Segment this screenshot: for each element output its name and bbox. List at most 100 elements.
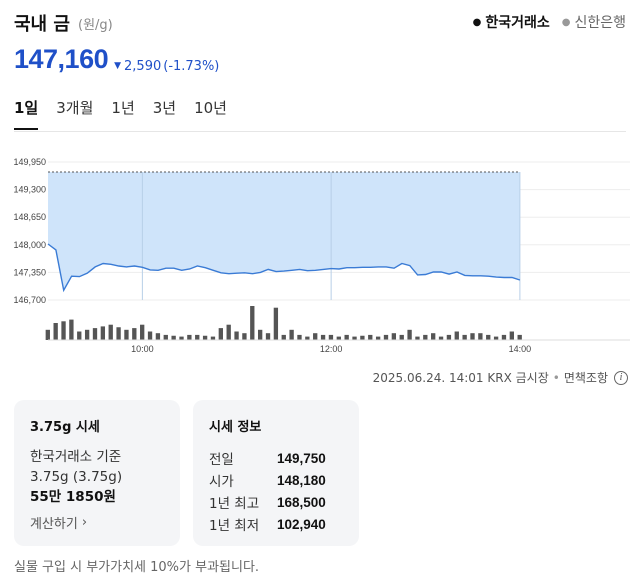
tab-1d[interactable]: 1일 — [14, 97, 39, 130]
card-weight: 3.75g (3.75g) — [30, 469, 123, 485]
row-label: 1년 최저 — [209, 518, 260, 534]
volume-bar — [462, 334, 467, 340]
x-tick-label: 14:00 — [509, 344, 532, 354]
volume-bar — [132, 328, 137, 340]
volume-bar — [234, 331, 239, 340]
volume-bar — [328, 334, 334, 340]
volume-bar — [360, 335, 365, 340]
volume-bar — [391, 333, 397, 340]
table-row: 1년 최저 102,940 — [209, 513, 343, 535]
row-label: 시가 — [209, 474, 234, 490]
current-price: 147,160 — [14, 44, 109, 74]
volume-bar — [415, 336, 420, 340]
volume-bar — [226, 324, 231, 340]
y-tick-label: 147,350 — [13, 267, 46, 277]
volume-bar — [116, 327, 121, 340]
volume-bar — [202, 335, 208, 340]
volume-bar — [77, 331, 82, 340]
separator-dot: • — [552, 370, 560, 385]
volume-bar — [242, 333, 247, 340]
volume-bar — [187, 334, 192, 340]
volume-bar — [61, 321, 66, 340]
volume-bar — [273, 307, 279, 340]
volume-bar — [454, 331, 459, 340]
disclaimer-label: 면책조항 — [563, 371, 608, 385]
row-value: 148,180 — [277, 472, 326, 488]
unit-label: (원/g) — [78, 18, 113, 33]
source-tab-shinhan[interactable]: ● 신한은행 — [562, 12, 626, 32]
y-tick-label: 149,950 — [13, 157, 46, 167]
volume-bar — [84, 329, 90, 340]
volume-bar — [368, 334, 373, 340]
change-amount: 2,590 — [124, 58, 162, 74]
page-title: 국내 금 — [14, 14, 70, 35]
card-price-info: 시세 정보 전일 149,750 시가 148,180 1년 최고 168,50… — [193, 400, 359, 546]
volume-bar — [108, 324, 113, 340]
timestamp-label: 2025.06.24. 14:01 KRX 금시장 — [372, 371, 549, 385]
table-row: 시가 148,180 — [209, 469, 343, 491]
volume-bar — [313, 333, 318, 340]
tabs-divider — [14, 131, 626, 132]
volume-bar — [265, 333, 271, 340]
volume-bar — [281, 334, 286, 340]
volume-bar — [305, 336, 310, 340]
price-line — [47, 243, 521, 293]
volume-bar — [438, 336, 444, 340]
disclaimer-link[interactable]: 면책조항 i — [564, 369, 628, 386]
volume-bar — [250, 306, 255, 340]
bullet-icon: ● — [472, 16, 482, 28]
source-tab-krx[interactable]: ● 한국거래소 — [473, 12, 550, 32]
volume-bar — [509, 331, 514, 340]
tab-3m[interactable]: 3개월 — [56, 99, 94, 117]
y-tick-label: 148,650 — [13, 212, 46, 222]
card-title: 시세 정보 — [209, 420, 262, 435]
volume-bar — [320, 334, 326, 340]
volume-bar — [179, 336, 184, 340]
volume-bar — [155, 333, 161, 340]
volume-bar — [383, 334, 389, 340]
tab-10y[interactable]: 10년 — [194, 99, 227, 117]
info-icon: i — [614, 370, 628, 385]
volume-bar — [446, 334, 452, 340]
volume-bar — [470, 333, 475, 340]
y-tick-label: 148,000 — [13, 240, 46, 250]
volume-bar — [493, 336, 499, 340]
row-value: 168,500 — [277, 494, 326, 510]
card-price: 55만 1850원 — [30, 489, 116, 505]
volume-bar — [92, 328, 98, 340]
x-tick-label: 12:00 — [320, 344, 343, 354]
volume-bar — [407, 329, 412, 340]
price-change: ▼ 2,590 (-1.73%) — [114, 59, 219, 74]
tab-3y[interactable]: 3년 — [152, 99, 177, 117]
volume-bar — [218, 328, 223, 340]
page-header: 국내 금 (원/g) ● 한국거래소 ● 신한은행 — [14, 10, 626, 36]
calculate-link[interactable]: 계산하기 › — [30, 513, 87, 532]
volume-bar — [53, 323, 58, 340]
price-chart[interactable]: 149,950 149,300 148,650 148,000 147,350 146,7… — [0, 140, 640, 360]
volume-bar — [163, 334, 168, 340]
table-row: 전일 149,750 — [209, 447, 343, 469]
volume-bar — [352, 336, 357, 340]
volume-bar — [423, 334, 428, 340]
volume-bar — [336, 336, 341, 340]
price-area — [48, 172, 520, 291]
footnote-row: 2025.06.24. 14:01 KRX 금시장 • 면책조항 i — [373, 369, 628, 386]
price-row: 147,160 ▼ 2,590 (-1.73%) — [14, 44, 219, 80]
volume-bar — [140, 324, 145, 340]
table-row: 1년 최고 168,500 — [209, 491, 343, 513]
tab-1y[interactable]: 1년 — [111, 99, 135, 117]
y-tick-label: 146,700 — [13, 295, 46, 305]
volume-bar — [100, 326, 106, 340]
volume-bar — [431, 333, 436, 340]
period-tabs: 1일 3개월 1년 3년 10년 — [14, 97, 245, 130]
row-label: 전일 — [209, 452, 234, 468]
volume-bar — [501, 334, 507, 340]
x-tick-label: 10:00 — [131, 344, 154, 354]
source-tab-label: 신한은행 — [574, 15, 626, 31]
card-title: 3.75g 시세 — [30, 420, 100, 435]
card-375g-price: 3.75g 시세 한국거래소 기준 3.75g (3.75g) 55만 1850… — [14, 400, 180, 546]
volume-bar — [124, 329, 129, 340]
row-label: 1년 최고 — [209, 496, 260, 512]
vat-note: 실물 구입 시 부가가치세 10%가 부과됩니다. — [14, 560, 260, 575]
volume-bar — [486, 334, 491, 340]
